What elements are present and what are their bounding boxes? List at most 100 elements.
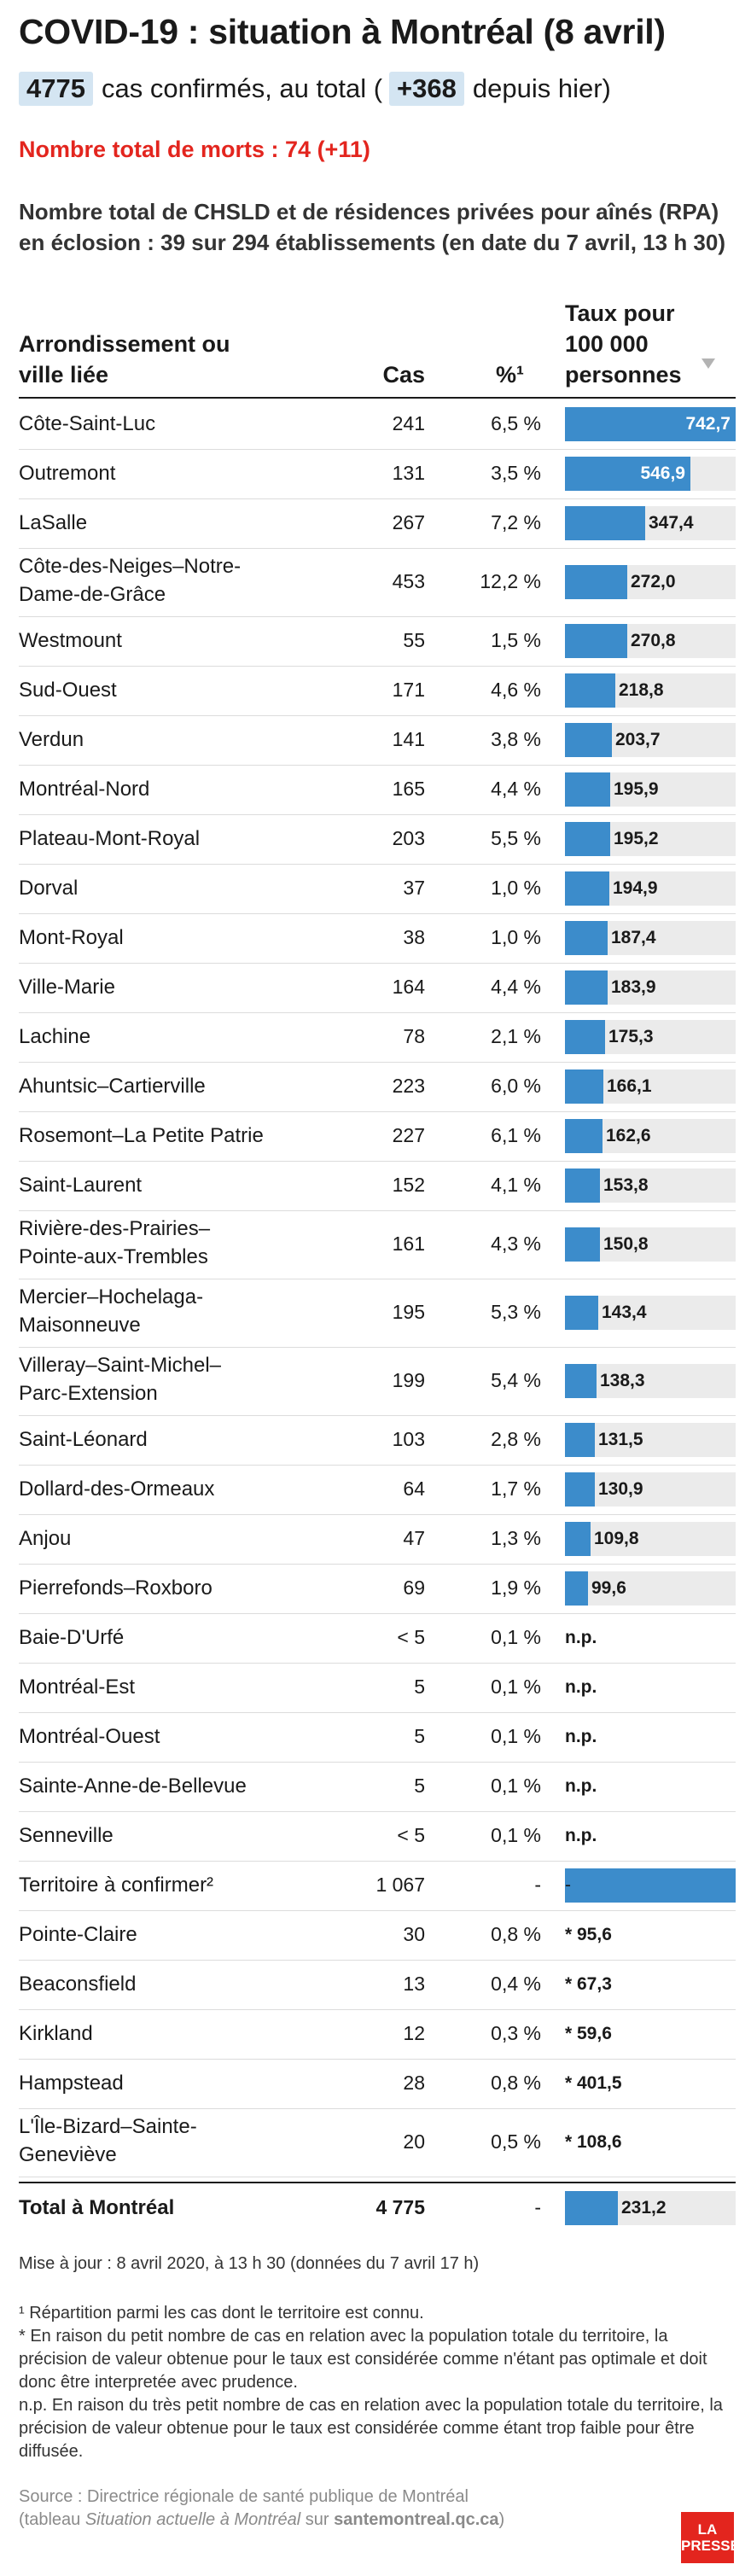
new-cases-badge: +368 bbox=[389, 72, 464, 106]
rate-bar-track: 175,3 bbox=[565, 1020, 736, 1054]
rate-bar bbox=[565, 1020, 605, 1054]
rate-label: * 67,3 bbox=[565, 1974, 612, 1994]
rate-label: 131,5 bbox=[598, 1430, 643, 1449]
column-header-pct: %¹ bbox=[496, 362, 524, 388]
rate-bar bbox=[565, 1169, 600, 1203]
sort-down-icon[interactable] bbox=[702, 358, 715, 369]
rate-label: * 59,6 bbox=[565, 2024, 612, 2043]
row-cases: < 5 bbox=[397, 1626, 425, 1648]
rate-label: 218,8 bbox=[619, 680, 664, 700]
rate-bar-track: 272,0 bbox=[565, 565, 736, 599]
table-row: Dorval 37 1,0 % 194,9 bbox=[19, 864, 736, 914]
rate-label: 138,3 bbox=[600, 1371, 645, 1390]
row-cases: 4 775 bbox=[376, 2196, 425, 2218]
source-link[interactable]: santemontreal.qc.ca bbox=[334, 2510, 499, 2529]
row-cases: 1 067 bbox=[376, 1874, 425, 1896]
row-pct: 5,4 % bbox=[491, 1369, 541, 1391]
header-divider bbox=[19, 397, 736, 399]
table-row: Beaconsfield 13 0,4 % * 67,3 bbox=[19, 1960, 736, 2010]
row-name: Verdun bbox=[19, 728, 84, 751]
row-name: Côte-Saint-Luc bbox=[19, 412, 156, 435]
row-name: Hampstead bbox=[19, 2072, 124, 2095]
rate-bar-track: - bbox=[565, 1868, 736, 1903]
rate-bar-track: 143,4 bbox=[565, 1296, 736, 1330]
row-cases: 78 bbox=[403, 1025, 425, 1047]
rate-bar bbox=[565, 1069, 603, 1104]
row-pct: 0,3 % bbox=[491, 2022, 541, 2044]
rate-bar bbox=[565, 970, 608, 1005]
rate-bar-track: 138,3 bbox=[565, 1364, 736, 1398]
row-cases: 47 bbox=[403, 1527, 425, 1549]
total-row: Total à Montréal 4 775 - 231,2 bbox=[19, 2183, 736, 2233]
row-pct: 1,3 % bbox=[491, 1527, 541, 1549]
row-pct: 1,7 % bbox=[491, 1477, 541, 1500]
rate-bar bbox=[565, 921, 608, 955]
rate-bar bbox=[565, 1364, 597, 1398]
row-name: Saint-Léonard bbox=[19, 1428, 148, 1451]
row-cases: 165 bbox=[392, 778, 425, 800]
rate-bar bbox=[565, 506, 645, 540]
row-name: Westmount bbox=[19, 629, 122, 652]
rate-bar-track: 203,7 bbox=[565, 723, 736, 757]
row-cases: 5 bbox=[414, 1775, 425, 1797]
row-cases: 161 bbox=[392, 1233, 425, 1255]
rate-bar bbox=[565, 1472, 595, 1507]
row-pct: 5,3 % bbox=[491, 1301, 541, 1323]
row-pct: 4,6 % bbox=[491, 679, 541, 701]
outbreak-summary: Nombre total de CHSLD et de résidences p… bbox=[19, 199, 726, 255]
rate-label: n.p. bbox=[565, 1677, 597, 1697]
page-title: COVID-19 : situation à Montréal (8 avril… bbox=[19, 12, 666, 51]
row-name: Dorval bbox=[19, 877, 79, 900]
row-cases: 28 bbox=[403, 2072, 425, 2094]
rate-label: 183,9 bbox=[611, 977, 656, 997]
row-cases: 227 bbox=[392, 1124, 425, 1146]
rate-bar-track: 742,7 bbox=[565, 407, 736, 441]
rate-bar-track: 187,4 bbox=[565, 921, 736, 955]
row-cases: 5 bbox=[414, 1676, 425, 1698]
row-cases: 12 bbox=[403, 2022, 425, 2044]
table-row: Anjou 47 1,3 % 109,8 bbox=[19, 1514, 736, 1565]
row-pct: 6,5 % bbox=[491, 412, 541, 434]
row-name: Outremont bbox=[19, 462, 116, 485]
rate-label: 194,9 bbox=[613, 878, 658, 898]
table-row: Côte-des-Neiges–Notre- Dame-de-Grâce 453 1… bbox=[19, 548, 736, 617]
row-cases: 267 bbox=[392, 511, 425, 533]
rate-bar-track: 231,2 bbox=[565, 2191, 736, 2225]
row-name: Sud-Ouest bbox=[19, 679, 117, 702]
rate-label: 270,8 bbox=[631, 631, 676, 650]
cases-summary: 4775 cas confirmés, au total ( +368 depu… bbox=[19, 72, 611, 106]
row-name: Territoire à confirmer² bbox=[19, 1874, 214, 1897]
row-pct: 3,5 % bbox=[491, 462, 541, 484]
rate-label: * 401,5 bbox=[565, 2073, 622, 2093]
row-pct: 4,1 % bbox=[491, 1174, 541, 1196]
row-pct: 0,4 % bbox=[491, 1973, 541, 1995]
rate-label: - bbox=[565, 1875, 571, 1895]
rate-bar-track: 131,5 bbox=[565, 1423, 736, 1457]
table-row: Côte-Saint-Luc 241 6,5 % 742,7 bbox=[19, 399, 736, 450]
row-cases: 199 bbox=[392, 1369, 425, 1391]
rate-label: n.p. bbox=[565, 1826, 597, 1845]
rate-bar bbox=[565, 871, 609, 906]
row-pct: 0,5 % bbox=[491, 2130, 541, 2153]
rate-bar bbox=[565, 1522, 591, 1556]
rate-label: 153,8 bbox=[603, 1175, 649, 1195]
table-row: Sainte-Anne-de-Bellevue 5 0,1 % n.p. bbox=[19, 1762, 736, 1812]
rate-bar-track: 130,9 bbox=[565, 1472, 736, 1507]
row-cases: 69 bbox=[403, 1576, 425, 1599]
column-header-cases: Cas bbox=[382, 362, 425, 388]
footnote-3: n.p. En raison du très petit nombre de c… bbox=[19, 2396, 723, 2461]
rate-label: 166,1 bbox=[607, 1076, 652, 1096]
deaths-total: Nombre total de morts : 74 (+11) bbox=[19, 137, 370, 162]
row-cases: 195 bbox=[392, 1301, 425, 1323]
table-row: Montréal-Ouest 5 0,1 % n.p. bbox=[19, 1712, 736, 1763]
rate-label: * 108,6 bbox=[565, 2132, 622, 2152]
rate-label: * 95,6 bbox=[565, 1925, 612, 1944]
row-cases: 37 bbox=[403, 877, 425, 899]
column-header-rate: Taux pour 100 000 personnes bbox=[565, 300, 682, 388]
row-pct: - bbox=[534, 1874, 541, 1896]
row-name: Rivière-des-Prairies– Pointe-aux-Tremble… bbox=[19, 1217, 211, 1268]
rate-label: 99,6 bbox=[591, 1578, 626, 1598]
row-pct: 0,1 % bbox=[491, 1725, 541, 1747]
table-row: Rosemont–La Petite Patrie 227 6,1 % 162,6 bbox=[19, 1111, 736, 1162]
rate-bar-track: 109,8 bbox=[565, 1522, 736, 1556]
